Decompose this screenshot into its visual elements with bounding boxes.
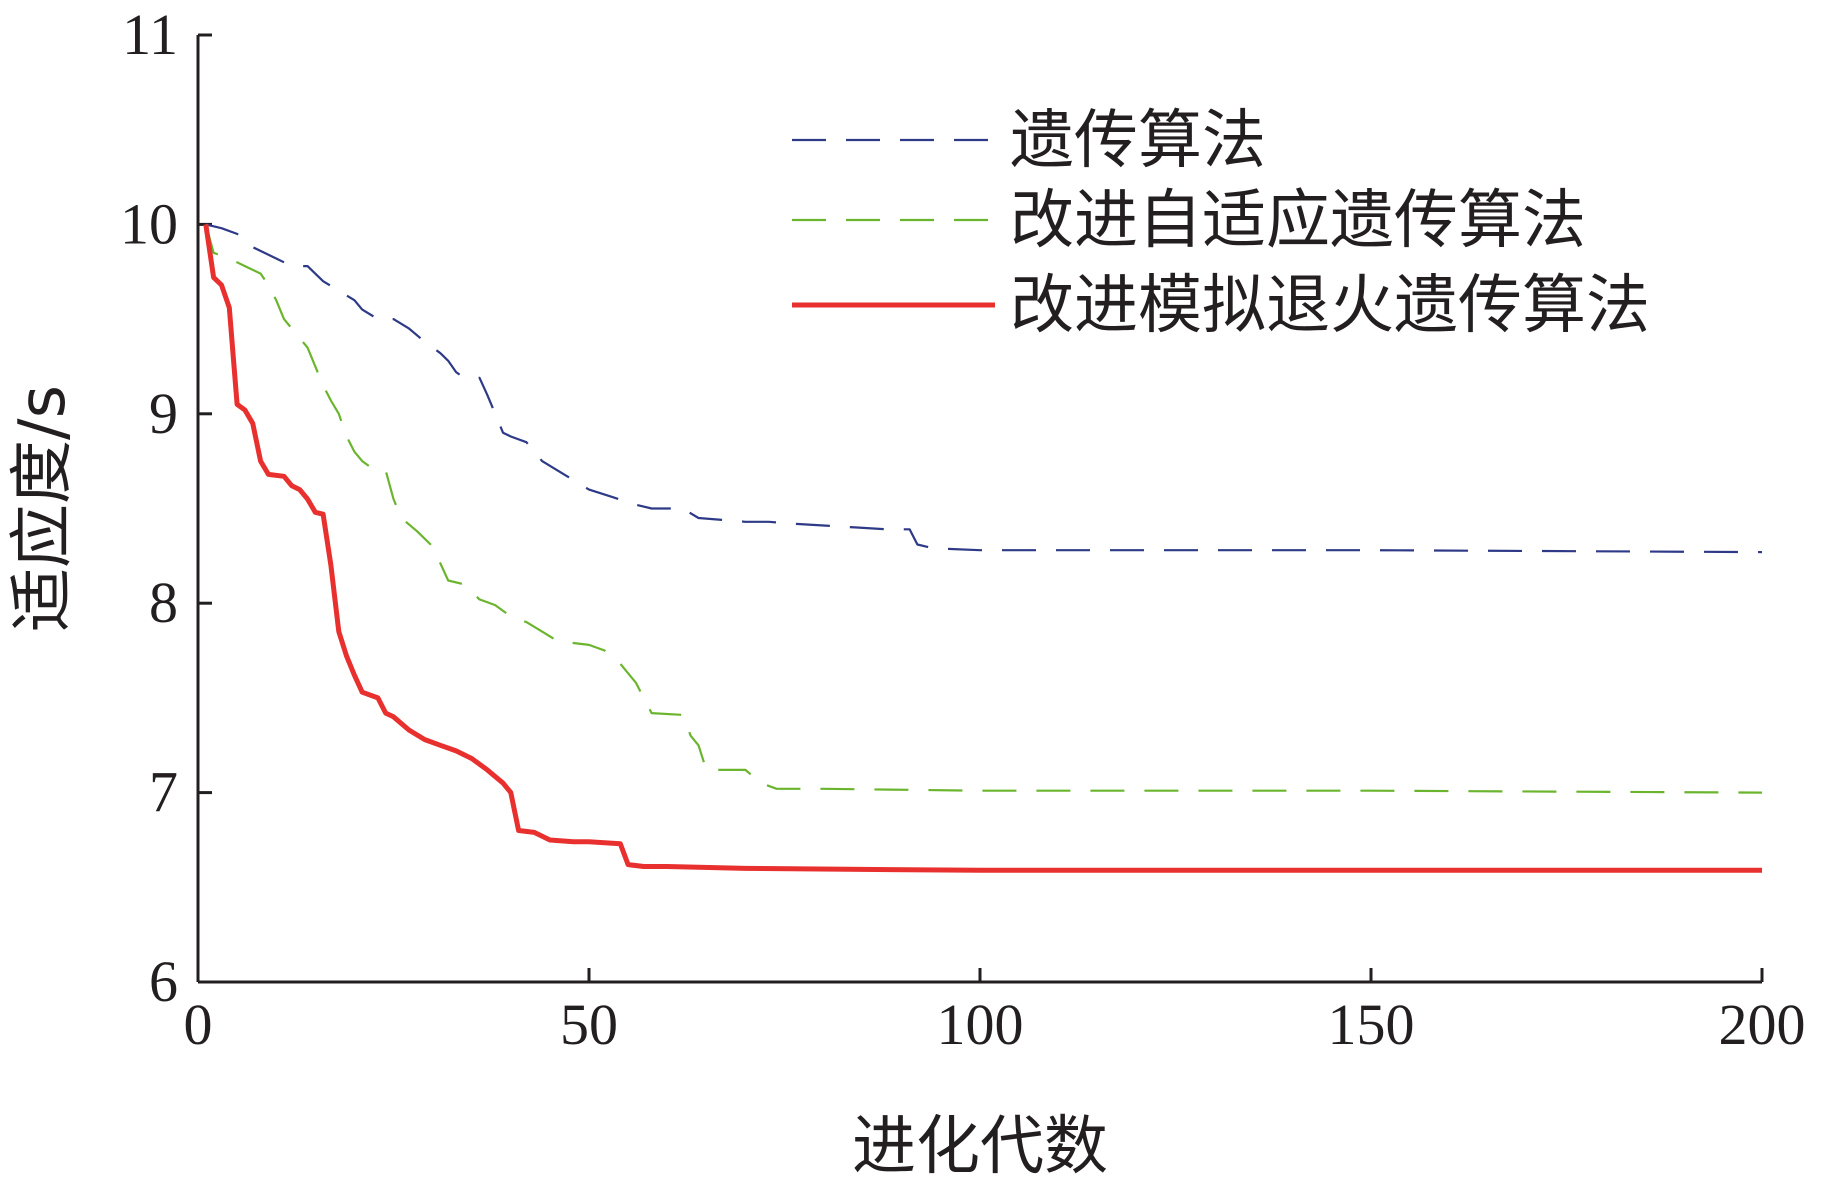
x-tick-label: 100 xyxy=(937,992,1024,1057)
y-tick-label: 9 xyxy=(149,381,178,446)
y-tick-label: 11 xyxy=(122,2,178,67)
series-line-2 xyxy=(204,224,1763,794)
y-tick-label: 8 xyxy=(149,570,178,635)
legend-label-3: 改进模拟退火遗传算法 xyxy=(1010,269,1650,343)
plot-area xyxy=(203,223,1763,873)
legend-label-1: 遗传算法 xyxy=(1010,104,1266,178)
x-tick-label: 0 xyxy=(184,992,213,1057)
y-axis-title: 适应度/s xyxy=(6,385,80,632)
x-tick-label: 150 xyxy=(1328,992,1415,1057)
legend-label-2: 改进自适应遗传算法 xyxy=(1010,184,1586,258)
x-tick-label: 50 xyxy=(560,992,618,1057)
y-tick-label: 6 xyxy=(149,949,178,1014)
series-line-3 xyxy=(203,224,1762,873)
y-tick-label: 7 xyxy=(149,760,178,825)
y-tick-label: 10 xyxy=(120,191,178,256)
axes: 0 50 100 150 200 6 7 8 9 10 11 xyxy=(120,2,1806,1057)
x-axis-title: 进化代数 xyxy=(852,1110,1108,1182)
series-line-1 xyxy=(205,223,1763,554)
x-tick-label: 200 xyxy=(1719,992,1806,1057)
